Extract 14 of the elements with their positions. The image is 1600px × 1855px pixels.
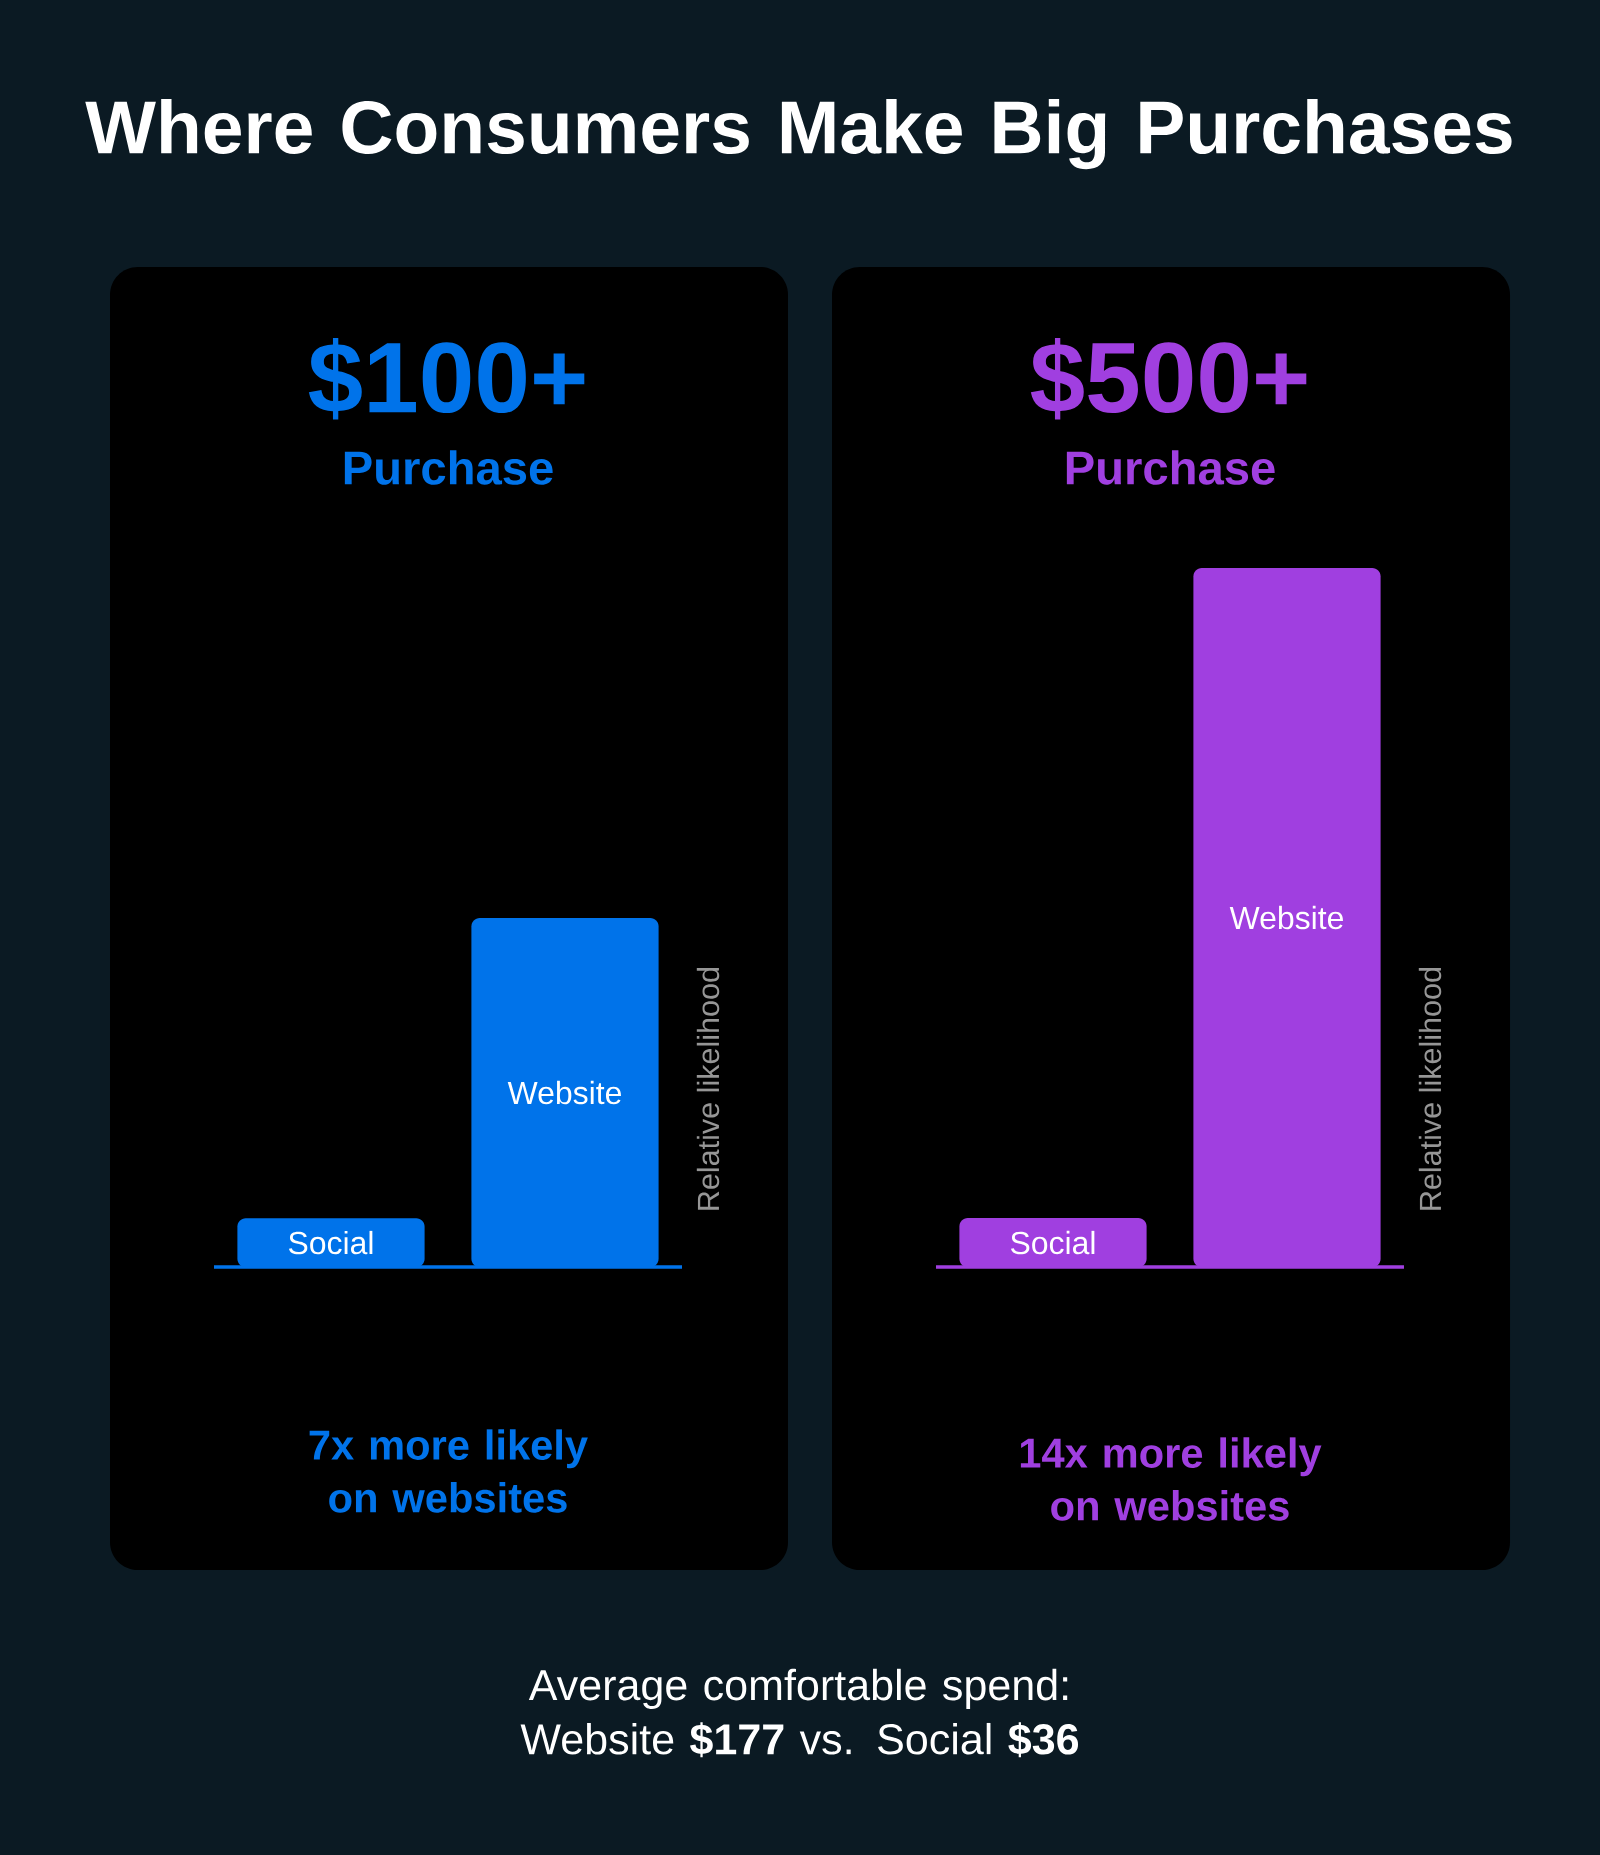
text: Average comfortable spend: Website $177 vs. Social $36: [520, 1668, 1079, 1758]
x-tick-label: Social: [288, 1230, 373, 1255]
chart-title: $100+: [308, 337, 585, 420]
text: Where Consumers Make Big Purchases: [85, 98, 1512, 170]
text: 7x more likely on websites: [309, 1429, 588, 1513]
x-tick-label: Website: [1229, 905, 1343, 930]
chart-subtitle: Purchase: [344, 450, 553, 485]
chart-subtitle: Purchase: [1066, 450, 1275, 485]
y-axis-title: Relative likelihood: [696, 967, 720, 1210]
x-tick-label: Website: [507, 1080, 621, 1105]
y-axis-title: Relative likelihood: [1418, 967, 1442, 1210]
chart-title: $500+: [1030, 337, 1307, 420]
text: 14x more likely on websites: [1020, 1437, 1322, 1521]
x-tick-label: Social: [1010, 1230, 1095, 1255]
